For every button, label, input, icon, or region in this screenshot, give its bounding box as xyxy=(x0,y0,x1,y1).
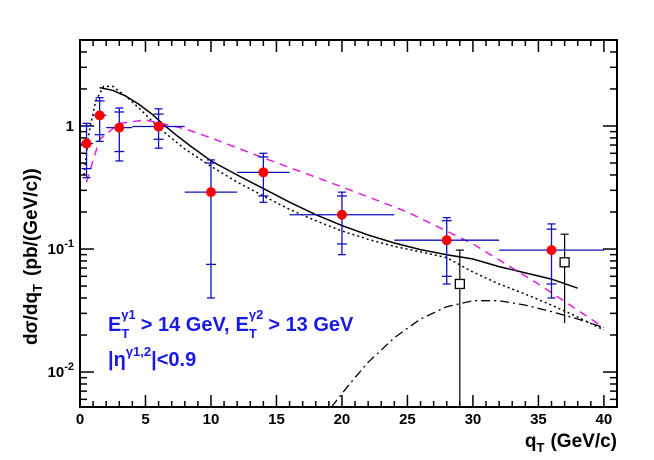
cut2-gamma: γ2 xyxy=(249,307,263,322)
square-marker xyxy=(559,257,570,268)
open-square-point xyxy=(559,233,570,324)
y-tick-labels: 10-210-11 xyxy=(48,118,74,381)
data-marker xyxy=(546,245,557,256)
eta-sup: γ1,2 xyxy=(126,344,151,359)
y-tick-exponent: -2 xyxy=(64,361,74,373)
x-tick-label: 10 xyxy=(203,411,220,428)
x-tick-label: 35 xyxy=(530,411,547,428)
x-tick-label: 25 xyxy=(399,411,416,428)
dashed-curve xyxy=(85,119,605,329)
cut2-E: E xyxy=(236,314,249,336)
x-tick-label: 5 xyxy=(141,411,149,428)
x-axis-unit: (GeV/c) xyxy=(550,431,617,452)
x-tick-label: 30 xyxy=(465,411,482,428)
square-marker xyxy=(454,278,465,290)
x-tick-label: 40 xyxy=(596,411,613,428)
y-axis-symbol: dσ/dq xyxy=(21,292,42,345)
x-axis-title: qT (GeV/c) xyxy=(525,431,617,455)
solid-curve xyxy=(99,86,578,289)
data-marker xyxy=(94,110,105,121)
y-axis-subscript: T xyxy=(30,284,45,292)
y-tick-label: 10-1 xyxy=(48,238,74,258)
data-point xyxy=(93,96,107,143)
cut1-T: T xyxy=(121,326,129,341)
dashdot-curve xyxy=(330,300,605,408)
data-marker xyxy=(258,167,269,178)
data-marker xyxy=(153,121,164,132)
data-marker xyxy=(114,122,125,133)
x-axis-symbol: q xyxy=(525,431,537,452)
eta-close: |<0.9 xyxy=(151,349,196,371)
y-tick-base: 10 xyxy=(48,241,65,258)
data-points xyxy=(80,96,604,407)
data-marker xyxy=(205,187,216,198)
plot-frame xyxy=(79,39,618,408)
cut1-E: E xyxy=(108,314,121,336)
y-tick-label: 1 xyxy=(66,118,74,135)
y-tick-label: 10-2 xyxy=(48,361,74,381)
y-tick-base: 1 xyxy=(66,118,74,135)
data-point xyxy=(106,107,133,162)
y-axis-unit: (pb/(GeV/c)) xyxy=(21,168,42,276)
x-tick-label: 15 xyxy=(268,411,285,428)
data-point xyxy=(80,122,94,179)
x-tick-labels: 0 5 10 15 20 25 30 35 40 xyxy=(76,411,612,428)
open-square-point xyxy=(454,249,465,407)
data-point xyxy=(184,159,238,299)
y-axis-title: dσ/dqT (pb/(GeV/c)) xyxy=(21,168,45,345)
cut1-text: > 14 GeV, xyxy=(141,314,230,336)
eta-annotation: |ηγ1,2|<0.9 xyxy=(108,344,196,371)
cut-annotation: ETγ1 > 14 GeV, ETγ2 > 13 GeV xyxy=(108,307,354,341)
data-marker xyxy=(81,138,92,149)
data-point xyxy=(132,108,185,149)
y-tick-base: 10 xyxy=(48,364,65,381)
y-tick-exponent: -1 xyxy=(64,238,74,250)
data-marker xyxy=(441,235,452,246)
data-marker xyxy=(336,209,347,220)
x-axis-subscript: T xyxy=(537,440,545,455)
data-point xyxy=(237,152,290,203)
x-tick-label: 20 xyxy=(334,411,351,428)
dotted-curve xyxy=(83,85,605,331)
cut2-text: > 13 GeV xyxy=(268,314,354,336)
data-point xyxy=(394,216,500,285)
cut2-T: T xyxy=(249,326,257,341)
cut1-gamma: γ1 xyxy=(121,307,135,322)
curves xyxy=(83,85,605,408)
eta-open: |η xyxy=(108,349,126,371)
axis-ticks xyxy=(79,39,618,407)
data-point xyxy=(289,191,395,256)
x-tick-label: 0 xyxy=(76,411,84,428)
data-point xyxy=(499,223,604,299)
